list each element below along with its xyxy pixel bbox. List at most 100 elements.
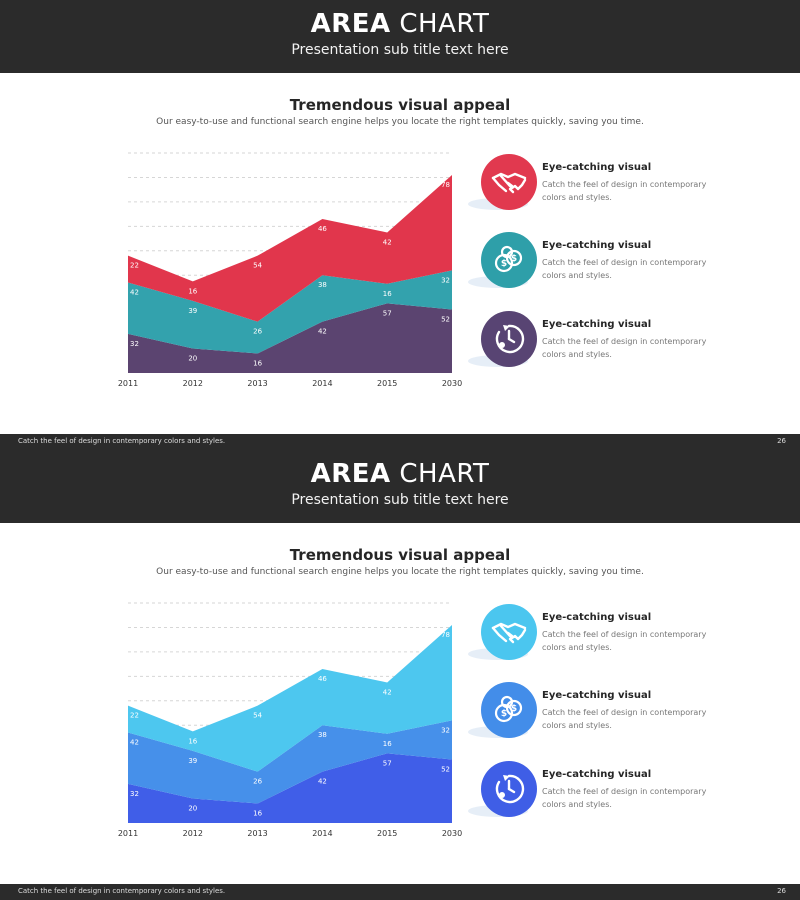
data-label: 42 (318, 778, 327, 786)
footer-text: Catch the feel of design in contemporary… (18, 437, 226, 445)
data-label: 52 (441, 765, 450, 773)
data-label: 42 (130, 289, 139, 297)
data-label: 46 (318, 675, 327, 683)
feature-item: Eye-catching visual Catch the feel of de… (466, 757, 766, 827)
data-label: 26 (253, 328, 262, 336)
data-label: 42 (318, 328, 327, 336)
feature-title: Eye-catching visual (542, 240, 652, 251)
svg-text:$: $ (511, 704, 517, 714)
data-label: 54 (253, 262, 262, 270)
area-series-2 (128, 270, 452, 354)
x-tick-label: 2011 (118, 379, 138, 388)
feature-text: Catch the feel of design in contemporary… (542, 787, 707, 809)
feature-item: $ $ Eye-catching visual Catch the feel of… (466, 678, 766, 748)
area-series-1 (128, 303, 452, 373)
handshake-icon (491, 622, 527, 644)
refresh-time-icon (495, 324, 525, 354)
feature-item: $ $ Eye-catching visual Catch the feel of… (466, 228, 766, 298)
feature-item: Eye-catching visual Catch the feel of de… (466, 307, 766, 377)
area-series-2 (128, 720, 452, 804)
data-label: 42 (383, 688, 392, 696)
slide-header: AREA CHART Presentation sub title text h… (0, 450, 800, 523)
handshake-icon (491, 172, 527, 194)
x-tick-label: 2013 (247, 829, 267, 838)
data-label: 38 (318, 281, 327, 289)
data-label: 39 (188, 757, 197, 765)
feature-title: Eye-catching visual (542, 612, 652, 623)
section-heading: Tremendous visual appeal (289, 546, 511, 564)
data-label: 39 (188, 307, 197, 315)
x-tick-label: 2030 (442, 379, 462, 388)
feature-title: Eye-catching visual (542, 690, 652, 701)
x-tick-label: 2015 (377, 829, 397, 838)
data-label: 54 (253, 712, 262, 720)
feature-icon-circle (481, 604, 537, 660)
data-label: 20 (188, 805, 197, 813)
data-label: 22 (130, 262, 139, 270)
svg-text:$: $ (501, 709, 507, 719)
data-label: 78 (441, 181, 450, 189)
data-label: 38 (318, 731, 327, 739)
data-label: 16 (253, 359, 262, 367)
section-description: Our easy-to-use and functional search en… (156, 567, 644, 577)
section-heading: Tremendous visual appeal (289, 96, 511, 114)
data-label: 22 (130, 712, 139, 720)
x-tick-label: 2014 (312, 379, 332, 388)
feature-item: Eye-catching visual Catch the feel of de… (466, 600, 766, 670)
x-tick-label: 2013 (247, 379, 267, 388)
data-label: 57 (383, 759, 392, 767)
x-tick-label: 2014 (312, 829, 332, 838)
footer-text: Catch the feel of design in contemporary… (18, 887, 226, 895)
section-description: Our easy-to-use and functional search en… (156, 117, 644, 127)
page-number: 26 (777, 437, 786, 445)
area-chart: 32 20 16 42 57 52 42 39 26 38 16 32 22 16 54 46 42 78 2011… (118, 602, 462, 838)
data-label: 32 (130, 790, 139, 798)
coins-icon: $ $ (494, 245, 523, 273)
data-label: 78 (441, 631, 450, 639)
data-label: 57 (383, 309, 392, 317)
slide-title: AREA CHART (0, 9, 800, 39)
slide-subtitle: Presentation sub title text here (291, 42, 509, 58)
feature-text: Catch the feel of design in contemporary… (542, 630, 707, 652)
x-tick-label: 2012 (183, 829, 203, 838)
slide-footer: Catch the feel of design in contemporary… (0, 434, 800, 450)
data-label: 16 (188, 287, 197, 295)
refresh-time-icon (495, 774, 525, 804)
title-light: CHART (399, 9, 490, 39)
area-chart: 32 20 16 42 57 52 42 39 26 38 16 32 22 16 54 46 42 78 2011… (118, 152, 462, 388)
area-series-3 (128, 625, 452, 772)
data-label: 16 (253, 809, 262, 817)
feature-text: Catch the feel of design in contemporary… (542, 258, 707, 280)
data-label: 16 (383, 290, 392, 298)
title-bold: AREA (310, 9, 391, 39)
feature-text: Catch the feel of design in contemporary… (542, 708, 707, 730)
slide: AREA CHART Presentation sub title text h… (0, 0, 800, 450)
feature-icon-circle: $ $ (481, 682, 537, 738)
area-series-1 (128, 753, 452, 823)
page-number: 26 (777, 887, 786, 895)
data-label: 26 (253, 778, 262, 786)
slide-header: AREA CHART Presentation sub title text h… (0, 0, 800, 73)
feature-text: Catch the feel of design in contemporary… (542, 180, 707, 202)
feature-icon-circle (481, 761, 537, 817)
x-tick-label: 2030 (442, 829, 462, 838)
svg-text:$: $ (511, 254, 517, 264)
data-label: 32 (130, 340, 139, 348)
feature-icon-circle (481, 154, 537, 210)
title-light: CHART (399, 459, 490, 489)
x-tick-label: 2012 (183, 379, 203, 388)
x-tick-label: 2015 (377, 379, 397, 388)
data-label: 16 (188, 737, 197, 745)
slide-footer: Catch the feel of design in contemporary… (0, 884, 800, 900)
coins-icon: $ $ (494, 695, 523, 723)
feature-title: Eye-catching visual (542, 319, 652, 330)
feature-icon-circle (481, 311, 537, 367)
feature-text: Catch the feel of design in contemporary… (542, 337, 707, 359)
data-label: 46 (318, 225, 327, 233)
slide: AREA CHART Presentation sub title text h… (0, 450, 800, 900)
data-label: 32 (441, 276, 450, 284)
data-label: 20 (188, 355, 197, 363)
feature-icon-circle: $ $ (481, 232, 537, 288)
feature-title: Eye-catching visual (542, 162, 652, 173)
feature-title: Eye-catching visual (542, 769, 652, 780)
